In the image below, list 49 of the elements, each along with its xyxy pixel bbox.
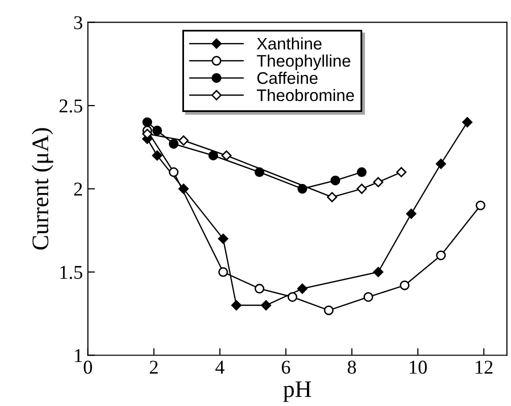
x-tick-label: 6 — [282, 360, 290, 374]
point — [168, 138, 179, 149]
point — [373, 177, 384, 188]
point — [152, 150, 162, 161]
point — [462, 117, 472, 128]
x-tick-label: 2 — [150, 360, 158, 374]
y-tick-label: 2 — [74, 182, 82, 196]
point — [476, 200, 486, 210]
legend-label: Caffeine — [257, 72, 318, 84]
point — [326, 192, 338, 202]
point — [218, 267, 228, 277]
point — [152, 126, 162, 136]
y-tick-label: 1 — [75, 349, 82, 362]
point — [218, 234, 228, 244]
x-tick-label: 12 — [476, 360, 492, 374]
point — [208, 150, 218, 160]
x-tick-label: 4 — [215, 360, 224, 374]
point — [373, 266, 384, 278]
point — [436, 158, 446, 169]
point — [178, 135, 189, 146]
point — [400, 280, 410, 290]
point — [260, 300, 272, 310]
point — [356, 167, 367, 178]
x-axis-title: pH — [283, 381, 312, 402]
point — [356, 184, 367, 194]
point — [406, 208, 416, 219]
point — [168, 167, 179, 178]
x-tick-label: 8 — [348, 360, 356, 374]
point — [142, 117, 152, 128]
y-axis-title: Current (μA) — [32, 128, 54, 250]
point — [396, 167, 406, 178]
x-tick-label: 10 — [410, 360, 427, 374]
point — [142, 128, 152, 139]
legend-label: Theobromine — [256, 88, 354, 102]
y-tick-label: 3 — [74, 16, 82, 30]
point — [231, 300, 242, 310]
point — [254, 284, 264, 294]
point — [436, 250, 446, 260]
y-tick-label: 2.5 — [60, 99, 82, 113]
point — [324, 305, 334, 316]
y-tick-label: 1.5 — [60, 266, 82, 280]
legend-label: Xanthine — [256, 37, 322, 50]
point — [363, 292, 374, 302]
point — [288, 292, 298, 302]
x-tick-label: 0 — [84, 360, 92, 374]
point — [221, 150, 232, 161]
point — [297, 284, 308, 294]
point — [330, 176, 340, 186]
legend-label: Theophylline — [256, 54, 350, 70]
